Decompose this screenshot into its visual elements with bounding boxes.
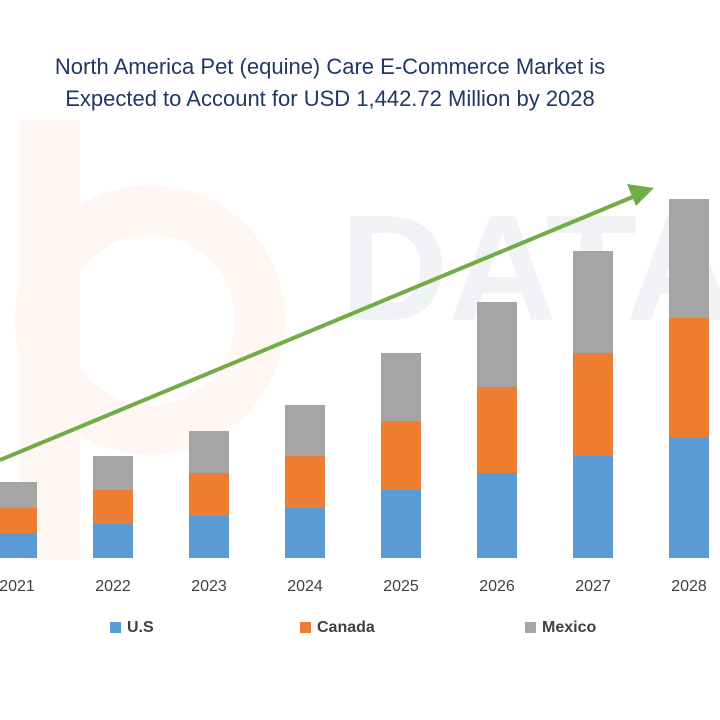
legend-label: Mexico (542, 619, 596, 636)
bar-segment (93, 524, 133, 558)
bar-segment (93, 490, 133, 524)
bar-segment (381, 490, 421, 558)
bar-segment (669, 438, 709, 558)
x-tick-label: 2021 (0, 578, 35, 595)
svg-text:DATA: DATA (340, 184, 720, 352)
trend-arrow (0, 184, 654, 462)
x-tick-label: 2022 (95, 578, 131, 595)
bar-segment (189, 516, 229, 558)
bar-segment (285, 456, 325, 508)
bar-segment (573, 456, 613, 558)
legend-label: U.S (127, 619, 154, 636)
bar-segment (189, 473, 229, 516)
x-tick-label: 2025 (383, 578, 419, 595)
bar-segment (477, 387, 517, 473)
legend-label: Canada (317, 619, 375, 636)
bar-segment (381, 421, 421, 490)
bar-segment (573, 251, 613, 353)
chart-title: Expected to Account for USD 1,442.72 Mil… (65, 86, 595, 111)
bar-segment (0, 508, 37, 533)
bar-segment (477, 473, 517, 558)
legend-swatch (300, 622, 311, 633)
bar-segment (0, 533, 37, 558)
x-tick-label: 2028 (671, 578, 707, 595)
legend-swatch (110, 622, 121, 633)
bar-segment (285, 405, 325, 456)
bar-segment (0, 482, 37, 508)
x-tick-label: 2027 (575, 578, 611, 595)
bar-segment (573, 353, 613, 456)
bar-segment (381, 353, 421, 421)
bar-segment (669, 318, 709, 438)
x-tick-label: 2026 (479, 578, 515, 595)
legend-swatch (525, 622, 536, 633)
x-tick-label: 2024 (287, 578, 323, 595)
bar-segment (477, 302, 517, 387)
watermark: DATA (15, 120, 720, 560)
x-tick-label: 2023 (191, 578, 227, 595)
chart-title: North America Pet (equine) Care E-Commer… (55, 54, 605, 79)
bar-segment (189, 431, 229, 473)
bar-segment (285, 508, 325, 558)
bar-segment (93, 456, 133, 490)
bar-segment (669, 199, 709, 318)
